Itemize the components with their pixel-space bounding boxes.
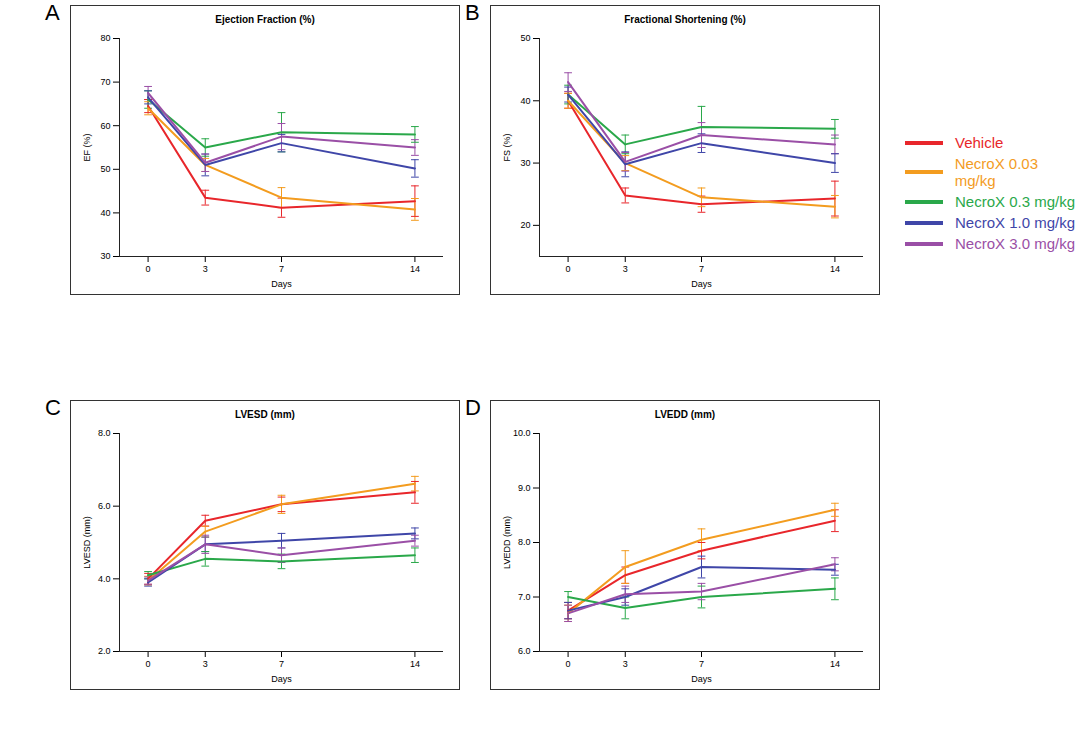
svg-text:3: 3 bbox=[623, 264, 628, 274]
svg-text:7: 7 bbox=[699, 659, 704, 669]
html-text:NecroX 0.3 mg/kg: NecroX 0.3 mg/kg bbox=[955, 193, 1076, 210]
svg-text:8.0: 8.0 bbox=[518, 537, 531, 547]
svg-text:20: 20 bbox=[520, 220, 530, 230]
svg-text:10.0: 10.0 bbox=[513, 428, 531, 438]
html-text:NecroX 3.0 mg/kg: NecroX 3.0 mg/kg bbox=[955, 235, 1076, 252]
svg-text:30: 30 bbox=[520, 158, 530, 168]
svg-text:0: 0 bbox=[146, 264, 151, 274]
svg-text:8.0: 8.0 bbox=[98, 428, 111, 438]
svg-text:3: 3 bbox=[203, 264, 208, 274]
svg-text:50: 50 bbox=[100, 164, 110, 174]
svg-text:Days: Days bbox=[271, 674, 292, 684]
svg-text:0: 0 bbox=[566, 264, 571, 274]
svg-text:Days: Days bbox=[691, 279, 712, 289]
svg-text:0: 0 bbox=[146, 659, 151, 669]
svg-text:4.0: 4.0 bbox=[98, 574, 111, 584]
html-text:LVESD (mm): LVESD (mm) bbox=[235, 409, 295, 420]
html-text:C: C bbox=[45, 395, 61, 420]
svg-text:3: 3 bbox=[203, 659, 208, 669]
svg-text:7.0: 7.0 bbox=[518, 592, 531, 602]
svg-text:50: 50 bbox=[520, 33, 530, 43]
html-text:D: D bbox=[465, 395, 481, 420]
svg-text:7: 7 bbox=[279, 659, 284, 669]
svg-text:30: 30 bbox=[100, 251, 110, 261]
svg-text:Days: Days bbox=[271, 279, 292, 289]
svg-text:70: 70 bbox=[100, 77, 110, 87]
html-text:LVEDD (mm): LVEDD (mm) bbox=[654, 409, 716, 420]
svg-text:2.0: 2.0 bbox=[98, 646, 111, 656]
html-text:Vehicle: Vehicle bbox=[955, 134, 1004, 151]
svg-text:EF (%): EF (%) bbox=[82, 133, 92, 161]
svg-text:6.0: 6.0 bbox=[98, 501, 111, 511]
svg-text:LVEDD (mm): LVEDD (mm) bbox=[502, 516, 512, 569]
html-text:B: B bbox=[465, 0, 480, 25]
svg-text:80: 80 bbox=[100, 33, 110, 43]
svg-text:7: 7 bbox=[279, 264, 284, 274]
svg-text:3: 3 bbox=[623, 659, 628, 669]
svg-text:9.0: 9.0 bbox=[518, 483, 531, 493]
svg-text:40: 40 bbox=[520, 96, 530, 106]
svg-text:6.0: 6.0 bbox=[518, 646, 531, 656]
svg-text:7: 7 bbox=[699, 264, 704, 274]
html-text:Fractional Shortening (%): Fractional Shortening (%) bbox=[624, 14, 746, 25]
svg-text:14: 14 bbox=[830, 659, 840, 669]
html-text:Ejection Fraction (%): Ejection Fraction (%) bbox=[215, 14, 315, 25]
svg-text:14: 14 bbox=[410, 264, 420, 274]
svg-text:Days: Days bbox=[691, 674, 712, 684]
svg-text:LVESD (mm): LVESD (mm) bbox=[82, 516, 92, 568]
html-text:A: A bbox=[45, 0, 60, 25]
svg-text:14: 14 bbox=[830, 264, 840, 274]
html-text:NecroX 1.0 mg/kg: NecroX 1.0 mg/kg bbox=[955, 214, 1076, 231]
svg-text:40: 40 bbox=[100, 208, 110, 218]
svg-text:0: 0 bbox=[566, 659, 571, 669]
svg-text:60: 60 bbox=[100, 121, 110, 131]
svg-text:FS (%): FS (%) bbox=[502, 133, 512, 161]
svg-text:14: 14 bbox=[410, 659, 420, 669]
html-text:NecroX 0.03 mg/kg: NecroX 0.03 mg/kg bbox=[954, 155, 1039, 189]
